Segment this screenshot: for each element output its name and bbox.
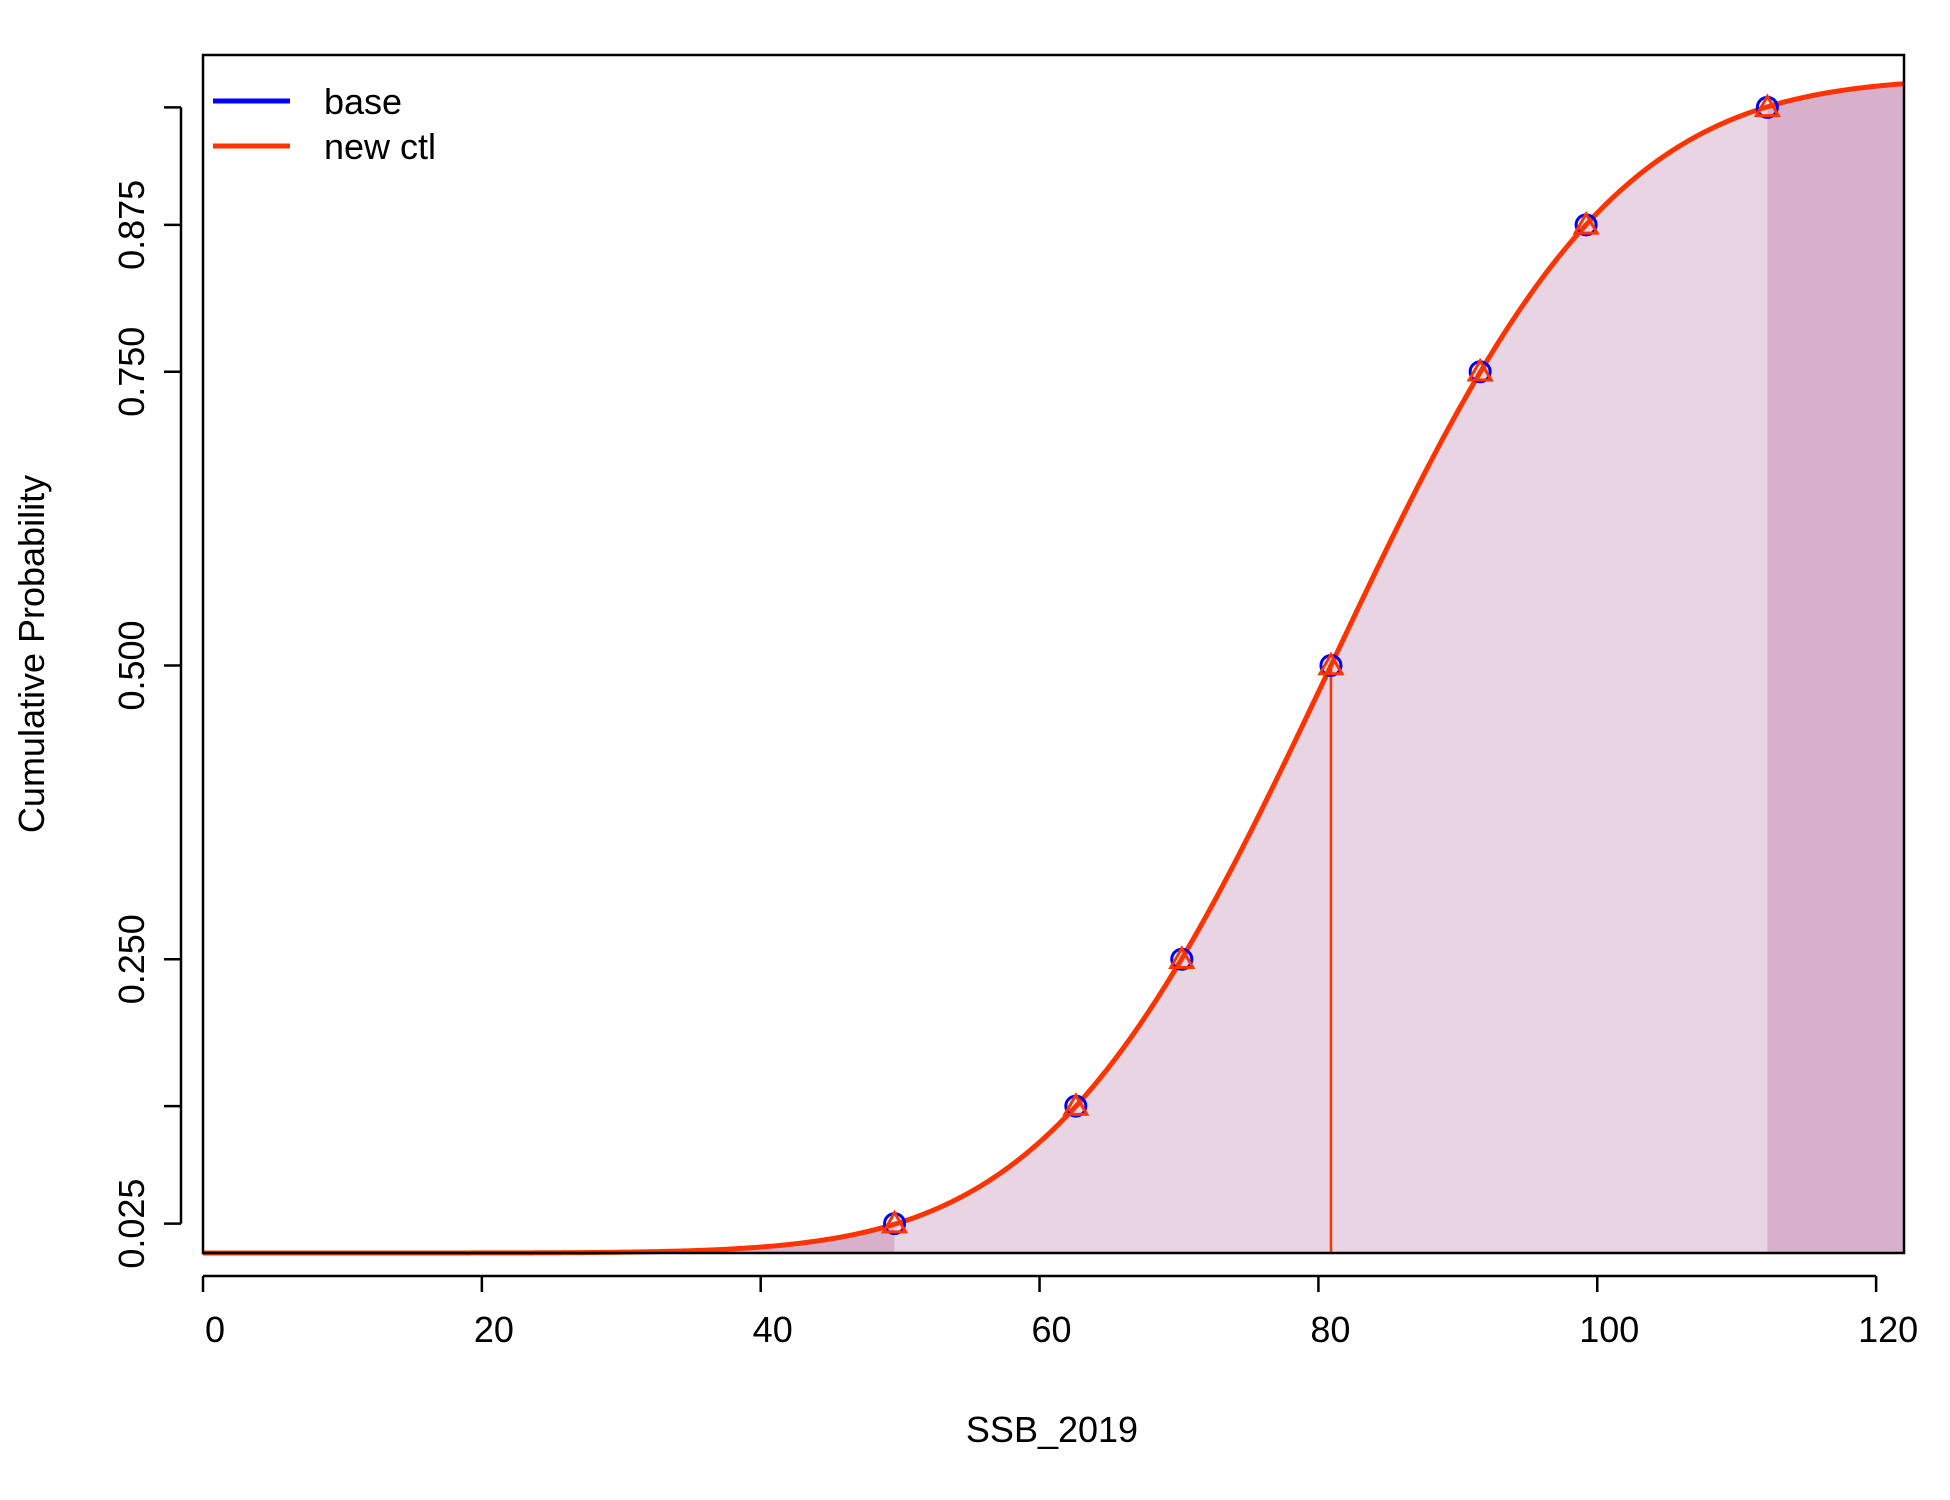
x-tick-label-20: 20 — [474, 1309, 514, 1350]
x-axis: 0 20 40 60 80 100 120 — [201, 1274, 1918, 1350]
x-tick-label-40: 40 — [753, 1309, 793, 1350]
lower-tail-shading — [203, 1224, 895, 1253]
new-ctl-point-3 — [1317, 651, 1345, 676]
new-ctl-point-5 — [1572, 210, 1600, 235]
upper-tail-shading — [1767, 83, 1904, 1253]
x-tick-label-100: 100 — [1579, 1309, 1639, 1350]
y-tick-label-0.025: 0.025 — [111, 1179, 152, 1269]
y-tick-label-0.250: 0.250 — [111, 914, 152, 1004]
new-ctl-point-2 — [1168, 945, 1196, 969]
new-ctl-point-0 — [880, 1209, 909, 1234]
plot-area-border — [201, 53, 1906, 1255]
y-tick-label-0.500: 0.500 — [111, 620, 152, 710]
y-axis-title: Cumulative Probability — [11, 475, 52, 833]
new-ctl-point-1 — [1062, 1092, 1090, 1116]
new-ctl-point-6 — [1753, 93, 1781, 118]
x-tick-label-60: 60 — [1032, 1309, 1072, 1350]
y-axis: 0.025 0.250 0.500 0.750 0.875 — [111, 106, 183, 1269]
x-tick-label-120: 120 — [1858, 1309, 1918, 1350]
y-tick-label-0.875: 0.875 — [111, 180, 152, 270]
y-tick-label-0.750: 0.750 — [111, 327, 152, 417]
quantile-markers — [880, 93, 1781, 1236]
probability-shading — [203, 83, 1904, 1253]
new-ctl-point-4 — [1466, 357, 1494, 382]
legend-label-new-ctl: new ctl — [324, 126, 436, 167]
x-tick-label-80: 80 — [1310, 1309, 1350, 1350]
legend-label-base: base — [324, 81, 402, 122]
x-axis-title: SSB_2019 — [966, 1409, 1138, 1450]
x-tick-label-0: 0 — [205, 1309, 225, 1350]
